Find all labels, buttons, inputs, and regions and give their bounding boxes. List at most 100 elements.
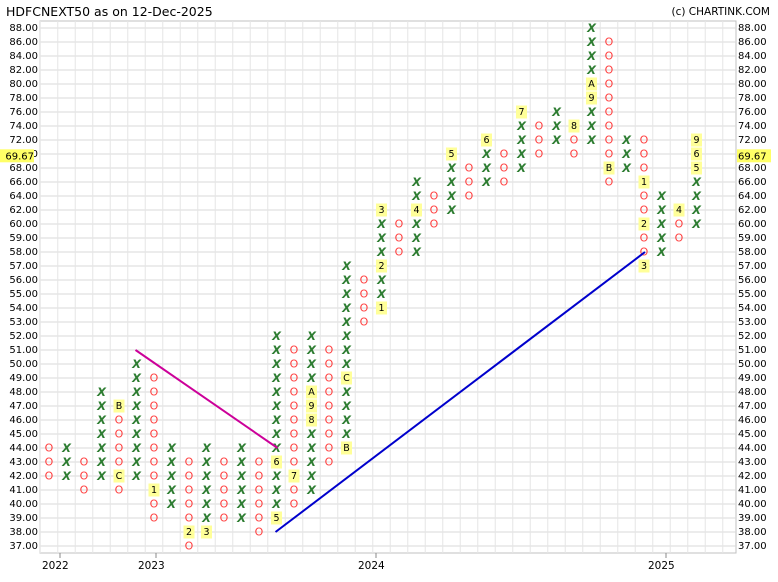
x-mark: X — [271, 399, 282, 413]
month-tag-box — [376, 203, 387, 217]
o-mark: O — [255, 484, 264, 497]
x-mark: X — [61, 455, 72, 469]
x-mark: X — [516, 161, 527, 175]
month-tag-box — [306, 399, 317, 413]
o-mark: O — [430, 218, 439, 231]
o-mark: O — [605, 106, 614, 119]
o-mark: O — [150, 456, 159, 469]
month-tag: B — [343, 443, 350, 454]
y-tick-label-right: 55.00 — [738, 289, 767, 300]
x-mark: X — [341, 315, 352, 329]
x-mark: X — [271, 413, 282, 427]
o-mark: O — [150, 414, 159, 427]
x-mark: X — [446, 161, 457, 175]
month-tag-box — [113, 469, 125, 483]
x-mark: X — [376, 217, 387, 231]
x-mark: X — [131, 455, 142, 469]
x-mark: X — [236, 455, 247, 469]
y-tick-label-right: 59.00 — [738, 233, 767, 244]
x-mark: X — [201, 483, 212, 497]
month-tag: A — [588, 79, 595, 90]
x-mark: X — [166, 483, 177, 497]
x-mark: X — [306, 455, 317, 469]
x-mark: X — [271, 357, 282, 371]
month-tag-box — [691, 133, 702, 147]
month-tag: B — [116, 401, 123, 412]
month-tag-box — [271, 455, 282, 469]
x-mark: X — [446, 189, 457, 203]
o-mark: O — [640, 148, 649, 161]
y-tick-label-left: 55.00 — [9, 289, 38, 300]
o-mark: O — [220, 512, 229, 525]
month-tag: 5 — [273, 513, 279, 524]
o-mark: O — [605, 120, 614, 133]
x-mark: X — [306, 343, 317, 357]
x-mark: X — [691, 203, 702, 217]
o-mark: O — [430, 204, 439, 217]
o-mark: O — [150, 428, 159, 441]
y-tick-label-right: 50.00 — [738, 359, 767, 370]
x-mark: X — [166, 497, 177, 511]
o-mark: O — [395, 232, 404, 245]
x-mark: X — [376, 231, 387, 245]
y-tick-label-left: 62.00 — [9, 205, 38, 216]
x-mark: X — [306, 483, 317, 497]
x-mark: X — [131, 371, 142, 385]
month-tag-box — [691, 161, 702, 175]
month-tag-box — [673, 203, 685, 217]
month-tag: A — [308, 387, 315, 398]
y-tick-label-right: 68.00 — [738, 163, 767, 174]
y-tick-label-left: 51.00 — [9, 345, 38, 356]
month-tag: 5 — [448, 149, 454, 160]
o-mark: O — [605, 64, 614, 77]
x-mark: X — [411, 217, 422, 231]
o-mark: O — [220, 470, 229, 483]
month-tag-box — [376, 301, 387, 315]
o-mark: O — [360, 274, 369, 287]
chart-title: HDFCNEXT50 as on 12-Dec-2025 — [6, 4, 213, 19]
y-tick-label-right: 41.00 — [738, 485, 767, 496]
month-tag-box — [271, 511, 282, 525]
y-tick-label-left: 54.00 — [9, 303, 38, 314]
o-mark: O — [115, 414, 124, 427]
y-tick-label-right: 76.00 — [738, 107, 767, 118]
x-mark: X — [236, 441, 247, 455]
o-mark: O — [45, 456, 54, 469]
x-mark: X — [656, 203, 667, 217]
x-mark: X — [166, 455, 177, 469]
o-mark: O — [255, 456, 264, 469]
x-mark: X — [341, 413, 352, 427]
y-tick-label-left: 59.00 — [9, 233, 38, 244]
x-mark: X — [271, 385, 282, 399]
o-mark: O — [465, 162, 474, 175]
o-mark: O — [115, 456, 124, 469]
o-mark: O — [220, 484, 229, 497]
x-mark: X — [411, 175, 422, 189]
o-mark: O — [605, 134, 614, 147]
month-tag: C — [343, 373, 350, 384]
x-mark: X — [306, 441, 317, 455]
x-mark: X — [341, 357, 352, 371]
x-mark: X — [621, 161, 632, 175]
o-mark: O — [640, 204, 649, 217]
o-mark: O — [290, 386, 299, 399]
o-mark: O — [325, 414, 334, 427]
o-mark: O — [255, 512, 264, 525]
x-mark: X — [341, 399, 352, 413]
x-year-label: 2022 — [42, 560, 69, 572]
y-tick-label-left: 53.00 — [9, 317, 38, 328]
o-mark: O — [115, 484, 124, 497]
month-tag: 1 — [151, 485, 157, 496]
o-mark: O — [290, 344, 299, 357]
o-mark: O — [255, 526, 264, 539]
x-mark: X — [96, 441, 107, 455]
x-mark: X — [131, 399, 142, 413]
o-mark: O — [430, 190, 439, 203]
y-tick-label-left: 68.00 — [9, 163, 38, 174]
y-tick-label-right: 40.00 — [738, 499, 767, 510]
month-tag: 5 — [693, 163, 699, 174]
x-mark: X — [586, 21, 597, 35]
o-mark: O — [150, 372, 159, 385]
x-mark: X — [166, 469, 177, 483]
o-mark: O — [80, 456, 89, 469]
